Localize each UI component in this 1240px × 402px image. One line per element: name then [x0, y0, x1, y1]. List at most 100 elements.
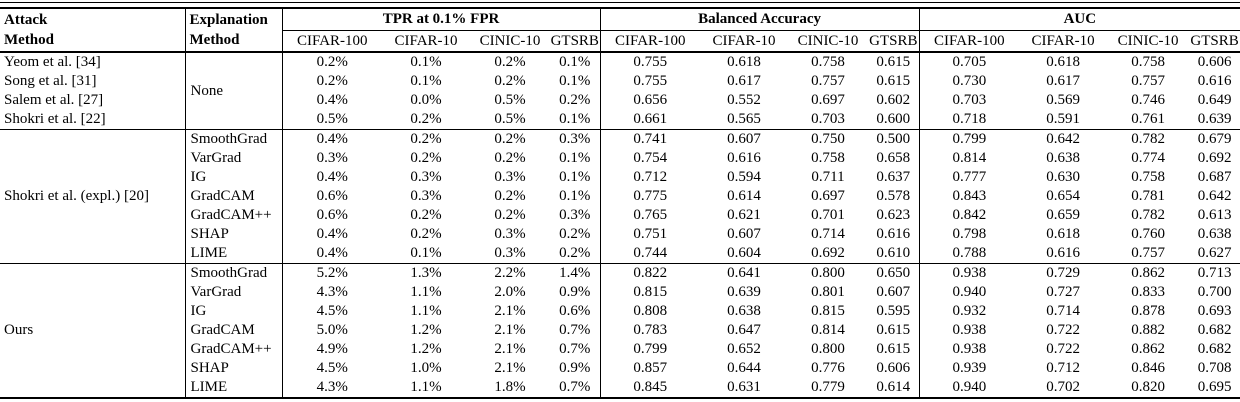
metric-cell-ba: 0.623 — [868, 206, 920, 225]
metric-cell-auc: 0.833 — [1131, 284, 1165, 300]
metric-cell-auc: 0.842 — [952, 207, 987, 223]
metric-cell-tpr: 0.5% — [316, 111, 348, 127]
metric-cell-ba: 0.755 — [633, 73, 668, 89]
metric-cell-tpr: 2.1% — [494, 360, 526, 376]
table-row: Yeom et al. [34] None 0.2% 0.1% 0.2% 0.1% 0.75… — [0, 52, 1240, 130]
table-row: SHAP 0.4% 0.2% 0.3% 0.2% 0.751 0.607 0.714 0.616… — [0, 225, 1240, 244]
metric-cell-ba: 0.617 — [727, 73, 761, 89]
metric-cell-auc: 0.774 — [1131, 150, 1165, 166]
metric-cell-tpr: 5.2% — [316, 265, 348, 281]
table-row: GradCAM++ 0.6% 0.2% 0.2% 0.3% 0.765 0.621 0.701… — [0, 206, 1240, 225]
metric-cell-ba: 0.621 — [727, 207, 761, 223]
metric-cell-tpr: 4.5% — [316, 360, 348, 376]
subheader-dataset: CINIC-10 — [797, 32, 859, 49]
metric-cell-tpr: 0.1% — [550, 168, 601, 187]
metric-cell-ba: 0.800 — [811, 341, 845, 357]
metric-cell-ba: 0.500 — [868, 129, 920, 149]
explanation-method-cell: VarGrad — [185, 149, 283, 168]
attack-method-cell: Song et al. [31] — [0, 72, 186, 91]
metric-cell-ba: 0.845 — [633, 379, 668, 395]
table-top-double-rule — [0, 2, 1240, 7]
metric-cell-tpr: 0.1% — [550, 110, 601, 130]
metric-cell-ba: 0.801 — [811, 284, 845, 300]
metric-cell-ba: 0.800 — [811, 265, 845, 281]
metric-cell-tpr: 0.7% — [550, 378, 601, 398]
metric-cell-auc: 0.618 — [1046, 54, 1080, 70]
metric-cell-ba: 0.750 — [811, 131, 845, 147]
metric-cell-auc: 0.692 — [1197, 150, 1232, 166]
metric-cell-tpr: 2.0% — [494, 284, 526, 300]
metric-cell-tpr: 0.7% — [550, 321, 601, 340]
metric-cell-ba: 0.758 — [811, 150, 845, 166]
metric-cell-tpr: 1.4% — [550, 263, 601, 283]
metric-cell-tpr: 0.7% — [550, 340, 601, 359]
metric-cell-ba: 0.697 — [811, 188, 845, 204]
metric-cell-tpr: 0.4% — [316, 92, 348, 108]
metric-cell-auc: 0.722 — [1046, 341, 1080, 357]
subheader-dataset: GTSRB — [550, 30, 601, 52]
header-group-balanced-accuracy: Balanced Accuracy — [600, 8, 920, 31]
metric-cell-ba: 0.656 — [633, 92, 668, 108]
metric-cell-tpr: 0.1% — [550, 52, 601, 72]
subheader-dataset: GTSRB — [1190, 32, 1239, 49]
metric-cell-ba: 0.607 — [868, 283, 920, 302]
metric-cell-tpr: 0.2% — [494, 150, 526, 166]
metric-cell-tpr: 0.2% — [410, 207, 442, 223]
metric-cell-ba: 0.595 — [868, 302, 920, 321]
metric-cell-auc: 0.649 — [1197, 92, 1232, 108]
metric-cell-auc: 0.708 — [1197, 360, 1232, 376]
metric-cell-tpr: 0.2% — [550, 244, 601, 264]
attack-method-cell: Ours — [0, 263, 186, 398]
metric-cell-ba: 0.615 — [868, 321, 920, 340]
metric-cell-auc: 0.882 — [1131, 322, 1165, 338]
metric-cell-ba: 0.614 — [868, 378, 920, 398]
metric-cell-tpr: 0.5% — [494, 111, 526, 127]
metric-cell-ba: 0.711 — [811, 169, 845, 185]
metric-cell-ba: 0.606 — [868, 359, 920, 378]
metric-cell-tpr: 0.4% — [316, 226, 348, 242]
metric-cell-ba: 0.644 — [727, 360, 761, 376]
table-section: Yeom et al. [34] None 0.2% 0.1% 0.2% 0.1% 0.75… — [0, 52, 1240, 130]
metric-cell-ba: 0.631 — [727, 379, 761, 395]
table-row: GradCAM++ 4.9% 1.2% 2.1% 0.7% 0.799 0.652 0.800… — [0, 340, 1240, 359]
metric-cell-auc: 0.682 — [1197, 322, 1232, 338]
metric-cell-ba: 0.652 — [727, 341, 761, 357]
metric-cell-ba: 0.616 — [868, 225, 920, 244]
metric-cell-auc: 0.591 — [1046, 111, 1080, 127]
attack-method-cell: Salem et al. [27] — [0, 91, 186, 110]
metric-cell-auc: 0.878 — [1131, 303, 1165, 319]
metric-cell-tpr: 4.5% — [316, 303, 348, 319]
metric-cell-ba: 0.607 — [727, 131, 761, 147]
metric-cell-ba: 0.776 — [811, 360, 845, 376]
metric-cell-ba: 0.639 — [727, 284, 761, 300]
metric-cell-ba: 0.822 — [633, 265, 668, 281]
metric-cell-auc: 0.939 — [952, 360, 987, 376]
metric-cell-ba: 0.755 — [633, 54, 668, 70]
metric-cell-auc: 0.613 — [1197, 207, 1232, 223]
metric-cell-auc: 0.938 — [952, 265, 987, 281]
metric-cell-ba: 0.616 — [727, 150, 761, 166]
explanation-method-cell: VarGrad — [185, 283, 283, 302]
table-row: Shokri et al. [22] 0.5% 0.2% 0.5% 0.1% 0.661 0… — [0, 110, 1240, 130]
metric-cell-auc: 0.714 — [1046, 303, 1080, 319]
metric-cell-tpr: 0.2% — [316, 73, 348, 89]
explanation-method-cell: SHAP — [185, 225, 283, 244]
metric-cell-tpr: 2.1% — [494, 322, 526, 338]
metric-cell-auc: 0.616 — [1197, 73, 1232, 89]
metric-cell-tpr: 1.2% — [410, 341, 442, 357]
metric-cell-tpr: 0.3% — [316, 150, 348, 166]
metric-cell-tpr: 0.6% — [316, 207, 348, 223]
subheader-dataset: CIFAR-100 — [934, 32, 1005, 49]
metric-cell-auc: 0.788 — [952, 245, 987, 261]
metric-cell-tpr: 0.6% — [550, 302, 601, 321]
metric-cell-tpr: 0.2% — [494, 188, 526, 204]
metric-cell-tpr: 0.2% — [494, 73, 526, 89]
table-row: IG 0.4% 0.3% 0.3% 0.1% 0.712 0.594 0.711 0.637 0.… — [0, 168, 1240, 187]
metric-cell-auc: 0.693 — [1197, 303, 1232, 319]
header-group-tpr: TPR at 0.1% FPR — [282, 8, 601, 31]
metric-cell-tpr: 0.1% — [550, 187, 601, 206]
metric-cell-tpr: 2.1% — [494, 341, 526, 357]
metric-cell-tpr: 0.2% — [410, 131, 442, 147]
metric-cell-ba: 0.741 — [633, 131, 668, 147]
metric-cell-ba: 0.783 — [633, 322, 668, 338]
